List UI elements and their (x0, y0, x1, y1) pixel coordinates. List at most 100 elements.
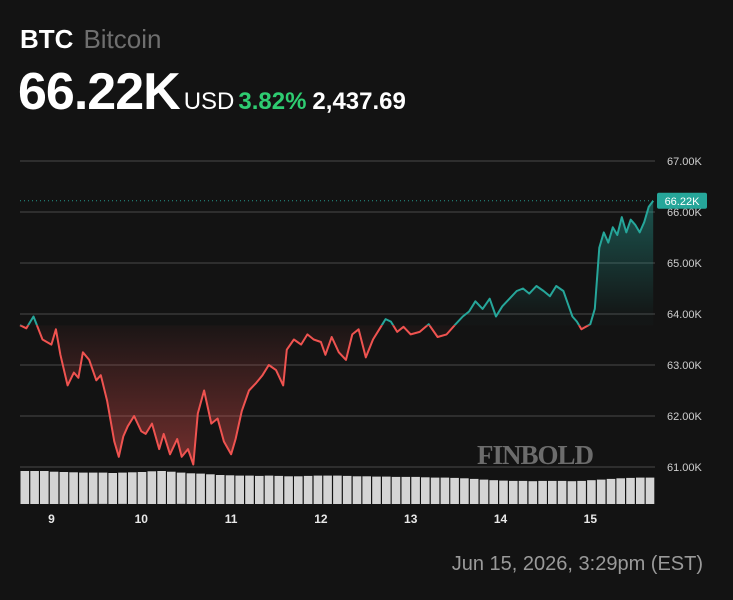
volume-bar (88, 472, 98, 504)
volume-bar (196, 473, 205, 504)
volume-bar (430, 477, 440, 504)
y-tick-label: 62.00K (667, 411, 703, 423)
volume-bar (255, 475, 264, 504)
volume-bar (401, 476, 411, 504)
volume-bar (352, 476, 362, 504)
x-tick-label: 11 (225, 512, 238, 526)
volume-bar (372, 476, 381, 504)
x-tick-label: 9 (48, 512, 55, 526)
volume-bar (596, 479, 606, 504)
last-price-badge (657, 192, 707, 209)
x-tick-label: 10 (135, 512, 149, 526)
volume-bar (294, 476, 303, 504)
volume-bar (274, 475, 284, 504)
volume-bar (186, 473, 196, 504)
x-tick-label: 14 (494, 512, 508, 526)
volume-bar (636, 477, 645, 504)
volume-bar (342, 475, 352, 504)
price-currency: USD (183, 88, 235, 115)
volume-bar (167, 471, 176, 504)
y-tick-label: 65.00K (667, 258, 703, 270)
volume-bar (391, 476, 401, 504)
volume-bar (147, 471, 157, 504)
volume-bar (548, 480, 557, 504)
volume-bar (499, 480, 508, 504)
volume-bar (118, 472, 127, 504)
price-line (19, 200, 655, 466)
volume-bar (313, 475, 323, 504)
volume-bar (333, 475, 342, 504)
last-price-label: 66.22K (665, 196, 701, 208)
volume-bar (616, 478, 625, 504)
change-percent: 3.82% (238, 88, 307, 115)
asset-header: BTC Bitcoin (20, 24, 161, 55)
volume-bar (538, 480, 547, 504)
volume-bar (284, 476, 293, 504)
price-line-down (19, 325, 591, 466)
current-price: 66.22K (18, 63, 181, 121)
volume-bar (587, 480, 596, 504)
volume-bar (323, 475, 332, 504)
volume-bar (206, 474, 215, 504)
timestamp: Jun 15, 2026, 3:29pm (EST) (451, 553, 703, 575)
volume-bar (411, 476, 420, 504)
volume-bar (69, 472, 78, 504)
y-tick-label: 61.00K (667, 462, 703, 474)
area-fill (20, 200, 654, 465)
volume-bar (59, 472, 69, 504)
volume-bar (518, 480, 528, 504)
y-tick-label: 64.00K (667, 309, 703, 321)
volume-bar (557, 480, 567, 504)
volume-bar (176, 472, 186, 504)
volume-bar (528, 481, 538, 504)
price-chart: 67.00K 66.00K 65.00K 64.00K 63.00K 62.00K 61.0… (19, 156, 707, 526)
x-axis-ticks: 9 10 11 12 13 14 15 (48, 512, 597, 526)
asset-name: Bitcoin (83, 24, 162, 54)
volume-bar (606, 478, 616, 504)
volume-bar (264, 475, 274, 504)
x-tick-label: 12 (314, 512, 328, 526)
volume-bar (49, 471, 59, 504)
y-tick-label: 63.00K (667, 360, 703, 372)
ticker-symbol: BTC (20, 24, 74, 54)
volume-bar (489, 480, 498, 504)
volume-bar (626, 477, 635, 504)
volume-bar (40, 471, 49, 504)
watermark-logo: FINBOLD (477, 440, 594, 470)
volume-bar (567, 481, 577, 504)
volume-bar (479, 479, 489, 504)
volume-bar (440, 477, 450, 504)
volume-bar (20, 471, 30, 504)
volume-bar (245, 475, 254, 504)
price-row: 66.22K USD 3.82% 2,437.69 (18, 62, 406, 122)
volume-bar (509, 480, 518, 504)
volume-bar (128, 472, 137, 504)
y-tick-label: 67.00K (667, 156, 703, 168)
volume-bar (460, 478, 469, 504)
volume-bar (382, 476, 391, 504)
volume-bar (303, 475, 313, 504)
volume-bar (137, 472, 147, 504)
volume-bar (450, 477, 459, 504)
y-tick-label: 66.00K (667, 207, 703, 219)
volume-bar (235, 475, 244, 504)
volume-bar (108, 473, 117, 504)
last-price-marker: 66.22K (20, 192, 707, 209)
volume-bar (98, 472, 108, 504)
area-fill-down (20, 325, 589, 465)
volume-bar (421, 477, 430, 504)
x-tick-label: 13 (404, 512, 418, 526)
volume-bar (30, 471, 39, 504)
volume-bar (577, 480, 586, 504)
volume-bars (20, 471, 655, 504)
volume-bar (225, 475, 235, 504)
volume-bar (157, 471, 166, 504)
volume-bar (645, 477, 655, 504)
change-absolute: 2,437.69 (312, 88, 406, 115)
x-tick-label: 15 (584, 512, 598, 526)
volume-bar (469, 478, 479, 504)
volume-bar (79, 472, 88, 504)
y-axis-ticks: 67.00K 66.00K 65.00K 64.00K 63.00K 62.00K 61.0… (667, 156, 703, 474)
volume-bar (215, 475, 225, 504)
price-line-up (19, 200, 655, 326)
